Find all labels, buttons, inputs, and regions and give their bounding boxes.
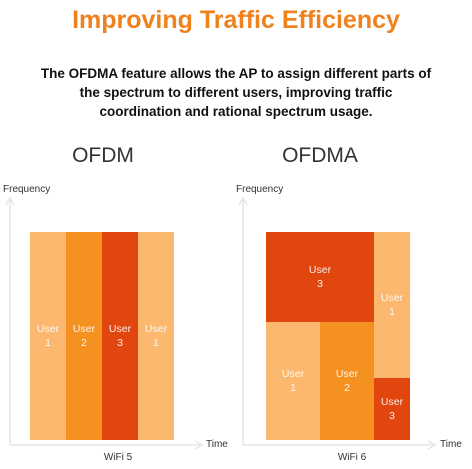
description-line: the spectrum to different users, improvi… — [79, 85, 393, 100]
block: User 1 — [138, 232, 174, 440]
block: User 3 — [266, 232, 374, 322]
block-label: User 1 — [144, 323, 168, 349]
block: User 1 — [266, 322, 320, 440]
block-label: User 1 — [281, 368, 305, 394]
x-axis-label: Time — [206, 439, 228, 450]
block-label: User 3 — [108, 323, 132, 349]
block-label: User 2 — [72, 323, 96, 349]
block: User 3 — [102, 232, 138, 440]
block-label: User 3 — [380, 396, 404, 422]
description-line: The OFDMA feature allows the AP to assig… — [40, 66, 432, 81]
y-axis-label: Frequency — [3, 184, 51, 195]
diagram-title: OFDMA — [282, 144, 358, 167]
caption: WiFi 5 — [103, 452, 133, 463]
description: The OFDMA feature allows the AP to assig… — [0, 64, 472, 121]
block: User 3 — [374, 378, 410, 440]
y-axis-label: Frequency — [236, 184, 284, 195]
title: Improving Traffic Efficiency — [72, 6, 400, 34]
block-label: User 2 — [335, 368, 359, 394]
x-axis-label: Time — [440, 439, 462, 450]
block: User 1 — [30, 232, 66, 440]
block-label: User 1 — [36, 323, 60, 349]
block-label: User 1 — [380, 292, 404, 318]
caption: WiFi 6 — [337, 452, 367, 463]
block: User 1 — [374, 232, 410, 378]
block-label: User 3 — [308, 264, 332, 290]
diagram-title: OFDM — [72, 144, 134, 167]
block: User 2 — [66, 232, 102, 440]
description-line: coordination and rational spectrum usage… — [99, 104, 373, 119]
block: User 2 — [320, 322, 374, 440]
